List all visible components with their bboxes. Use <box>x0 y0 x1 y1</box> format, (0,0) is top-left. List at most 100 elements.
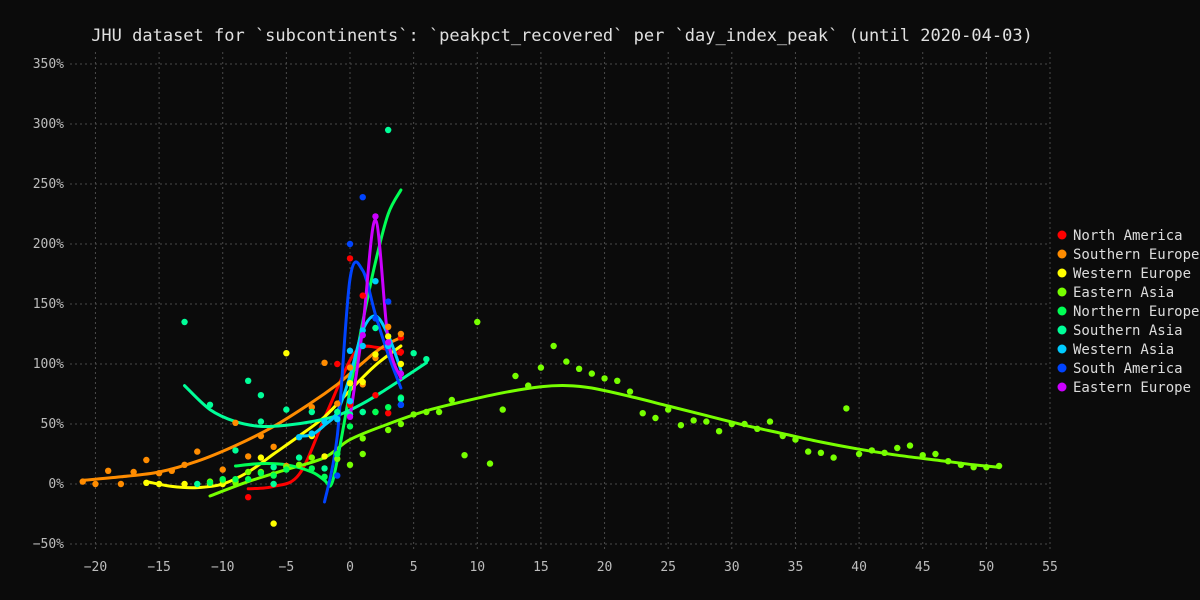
x-tick-label: 10 <box>469 560 485 575</box>
point-eastern-asia <box>308 454 316 461</box>
x-tick-label: 25 <box>660 560 676 575</box>
point-northern-europe <box>308 465 316 472</box>
point-southern-asia <box>257 418 265 425</box>
x-tick-label: −20 <box>84 560 107 575</box>
point-southern-europe <box>257 432 265 440</box>
point-eastern-asia <box>486 460 494 467</box>
point-eastern-asia <box>461 452 468 459</box>
point-western-europe <box>346 380 354 387</box>
legend-label-eastern-asia: Eastern Asia <box>1073 285 1174 301</box>
y-tick-label: 250% <box>33 177 64 192</box>
point-western-europe <box>143 479 150 486</box>
point-eastern-asia <box>244 468 252 476</box>
legend-label-eastern-europe: Eastern Europe <box>1073 380 1191 396</box>
legend-marker-northern-europe <box>1057 306 1067 316</box>
point-western-asia <box>359 327 366 334</box>
point-eastern-asia <box>448 396 456 404</box>
point-southern-europe <box>232 419 239 426</box>
x-tick-label: 0 <box>346 560 354 575</box>
point-western-europe <box>321 453 328 460</box>
point-eastern-asia <box>664 406 672 413</box>
legend-label-southern-europe: Southern Europe <box>1073 247 1199 263</box>
point-southern-europe <box>308 404 316 411</box>
x-tick-label: 40 <box>851 560 867 575</box>
point-southern-europe <box>79 478 86 485</box>
point-eastern-asia <box>804 448 812 455</box>
point-eastern-asia <box>690 417 697 424</box>
point-southern-europe <box>117 480 125 488</box>
point-northern-europe <box>384 404 392 411</box>
trend-line-southern-asia <box>183 361 428 429</box>
point-eastern-europe <box>384 339 392 346</box>
x-tick-label: −10 <box>211 560 234 575</box>
point-eastern-asia <box>944 458 952 465</box>
point-eastern-asia <box>919 452 926 459</box>
point-eastern-asia <box>524 382 532 389</box>
point-western-europe <box>372 351 379 358</box>
point-eastern-asia <box>359 435 366 442</box>
legend-marker-north-america <box>1057 230 1067 240</box>
legend-label-western-europe: Western Europe <box>1073 266 1191 282</box>
y-tick-label: 150% <box>33 297 64 312</box>
legend: North America Southern Europe Western Euro… <box>1057 228 1199 396</box>
point-eastern-asia <box>881 449 888 456</box>
point-eastern-asia <box>766 418 774 425</box>
point-western-europe <box>257 454 265 461</box>
point-north-america <box>334 360 341 368</box>
point-southern-europe <box>346 364 354 371</box>
point-western-asia <box>359 342 366 350</box>
point-eastern-europe <box>397 370 405 377</box>
point-western-europe <box>397 360 405 368</box>
point-western-europe <box>359 378 366 386</box>
legend-label-southern-asia: Southern Asia <box>1073 323 1183 339</box>
point-eastern-asia <box>346 461 354 468</box>
point-northern-europe <box>257 470 265 477</box>
point-southern-europe <box>168 467 176 474</box>
point-southern-europe <box>194 448 201 455</box>
point-north-america <box>397 348 405 356</box>
y-tick-label: −50% <box>33 537 64 552</box>
point-southern-asia <box>372 324 379 332</box>
point-southern-europe <box>384 323 392 330</box>
point-eastern-asia <box>410 411 417 418</box>
point-north-america <box>384 410 392 417</box>
point-eastern-asia <box>932 450 939 458</box>
point-eastern-asia <box>754 425 761 432</box>
point-northern-europe <box>283 466 290 473</box>
point-western-asia <box>295 434 303 441</box>
point-north-america <box>346 255 354 262</box>
point-southern-asia <box>359 408 366 416</box>
point-western-europe <box>283 350 290 357</box>
legend-marker-western-asia <box>1057 344 1067 354</box>
point-eastern-asia <box>614 377 621 384</box>
point-western-europe <box>384 333 392 340</box>
point-eastern-asia <box>588 370 596 377</box>
legend-marker-western-europe <box>1057 268 1067 278</box>
data-points <box>79 126 1003 527</box>
point-southern-europe <box>334 400 341 407</box>
point-eastern-asia <box>397 420 405 428</box>
point-south-america <box>346 240 354 248</box>
point-southern-europe <box>270 443 277 450</box>
point-eastern-asia <box>652 414 659 422</box>
point-eastern-asia <box>715 428 723 435</box>
point-eastern-asia <box>499 406 506 413</box>
point-eastern-asia <box>894 444 901 452</box>
point-southern-europe <box>130 468 137 476</box>
point-eastern-asia <box>639 410 646 417</box>
point-north-america <box>244 494 252 501</box>
point-southern-asia <box>384 126 392 134</box>
point-eastern-asia <box>792 436 799 443</box>
point-eastern-asia <box>830 454 837 461</box>
trend-line-western-europe <box>144 344 403 490</box>
point-southern-europe <box>104 467 112 474</box>
point-eastern-asia <box>779 432 786 440</box>
point-eastern-asia <box>626 388 634 395</box>
point-northern-europe <box>372 408 379 416</box>
point-eastern-asia <box>474 318 481 326</box>
y-tick-label: 200% <box>33 237 64 252</box>
x-tick-label: 50 <box>979 560 995 575</box>
point-south-america <box>359 194 366 201</box>
y-axis: −50% 0% 50% 100% 150% 200% 250% 300% 350% <box>33 57 64 552</box>
point-eastern-asia <box>435 408 443 416</box>
